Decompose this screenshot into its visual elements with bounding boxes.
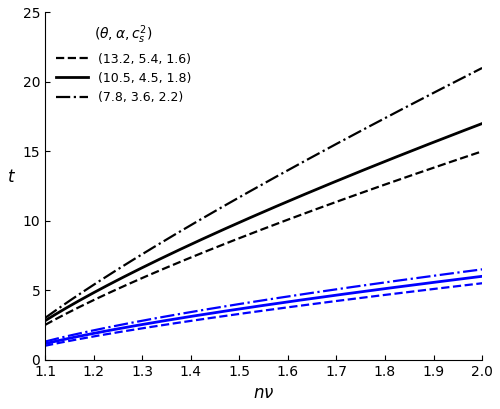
(7.8, 3.6, 2.2) xyxy=(479,65,485,70)
(10.5, 4.5, 1.8) xyxy=(371,163,377,168)
(10.5, 4.5, 1.8) xyxy=(120,275,126,280)
(13.2, 5.4, 1.6) xyxy=(154,269,160,274)
(13.2, 5.4, 1.6) xyxy=(479,149,485,154)
(10.5, 4.5, 1.8) xyxy=(334,178,340,183)
Y-axis label: $t$: $t$ xyxy=(7,168,16,186)
(7.8, 3.6, 2.2) xyxy=(154,243,160,247)
(7.8, 3.6, 2.2) xyxy=(42,315,48,320)
(13.2, 5.4, 1.6) xyxy=(300,212,306,217)
(7.8, 3.6, 2.2) xyxy=(120,264,126,269)
X-axis label: $n\nu$: $n\nu$ xyxy=(253,384,274,402)
(7.8, 3.6, 2.2) xyxy=(240,193,246,198)
Line: (7.8, 3.6, 2.2): (7.8, 3.6, 2.2) xyxy=(45,68,482,318)
Line: (13.2, 5.4, 1.6): (13.2, 5.4, 1.6) xyxy=(45,151,482,325)
Legend: (13.2, 5.4, 1.6), (10.5, 4.5, 1.8), (7.8, 3.6, 2.2): (13.2, 5.4, 1.6), (10.5, 4.5, 1.8), (7.8… xyxy=(52,19,196,109)
(10.5, 4.5, 1.8) xyxy=(479,121,485,126)
(10.5, 4.5, 1.8) xyxy=(240,218,246,223)
(7.8, 3.6, 2.2) xyxy=(371,121,377,126)
(13.2, 5.4, 1.6) xyxy=(334,199,340,204)
(7.8, 3.6, 2.2) xyxy=(300,160,306,165)
(13.2, 5.4, 1.6) xyxy=(120,284,126,289)
(10.5, 4.5, 1.8) xyxy=(42,318,48,323)
Line: (10.5, 4.5, 1.8): (10.5, 4.5, 1.8) xyxy=(45,124,482,321)
(10.5, 4.5, 1.8) xyxy=(300,193,306,198)
(13.2, 5.4, 1.6) xyxy=(240,234,246,239)
(13.2, 5.4, 1.6) xyxy=(371,186,377,191)
(7.8, 3.6, 2.2) xyxy=(334,141,340,146)
(10.5, 4.5, 1.8) xyxy=(154,258,160,263)
(13.2, 5.4, 1.6) xyxy=(42,322,48,327)
